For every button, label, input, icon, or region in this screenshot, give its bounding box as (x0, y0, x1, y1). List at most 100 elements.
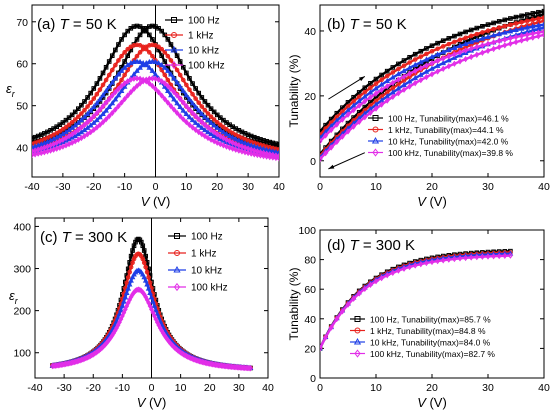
data-point (63, 124, 69, 130)
data-point (368, 81, 373, 86)
data-point (446, 53, 452, 60)
data-point (183, 103, 189, 110)
data-point (208, 136, 214, 143)
data-point (109, 79, 116, 85)
data-point (186, 96, 193, 102)
data-point (177, 59, 183, 64)
data-point (87, 122, 94, 128)
data-point (440, 55, 446, 62)
x-tick-label: 0 (317, 181, 323, 193)
data-point (193, 126, 199, 133)
data-point (220, 137, 227, 143)
data-point (440, 257, 446, 264)
data-point (131, 24, 137, 29)
data-point (141, 260, 147, 265)
data-point (95, 348, 101, 355)
data-point (122, 95, 128, 103)
data-point (149, 67, 156, 73)
data-point (140, 243, 146, 249)
data-point (119, 37, 124, 42)
data-point (168, 103, 174, 110)
x-tick-label: 10 (181, 181, 193, 193)
data-point (140, 46, 146, 52)
data-point (84, 110, 91, 117)
data-point (254, 151, 260, 159)
data-point (134, 75, 140, 82)
data-point (435, 57, 441, 64)
data-point (66, 115, 72, 120)
data-point (151, 302, 158, 308)
data-point (103, 64, 109, 70)
y-tick-label: 100 (13, 348, 31, 360)
y-axis-label: εr (9, 288, 19, 306)
data-point (88, 116, 94, 123)
data-point (491, 26, 496, 32)
data-point (261, 152, 266, 160)
data-point (457, 58, 463, 65)
data-point (87, 107, 94, 113)
data-point (118, 67, 125, 73)
legend-item: 100 Hz, Tunability(max)=85.7 % (350, 315, 491, 325)
data-point (468, 39, 475, 45)
data-point (199, 95, 205, 100)
series-4 (320, 252, 513, 352)
data-point (233, 146, 239, 153)
x-axis: 0 10 20 30 40 (317, 5, 550, 193)
legend-item: 10 kHz, Tunability(max)=84.0 % (350, 338, 491, 348)
data-point (60, 136, 66, 143)
data-point (202, 99, 208, 104)
data-point (177, 113, 183, 120)
x-tick-label: 10 (370, 382, 382, 394)
data-point (226, 363, 232, 370)
data-point (224, 136, 229, 143)
data-point (351, 94, 356, 100)
data-point (373, 90, 379, 97)
data-point (183, 118, 189, 126)
data-point (220, 129, 227, 135)
data-point (128, 253, 134, 259)
data-point (524, 35, 530, 43)
data-point (112, 321, 118, 327)
data-point (236, 364, 242, 371)
data-point (81, 114, 88, 120)
data-point (245, 132, 251, 138)
legend-marker (372, 115, 379, 121)
data-point (165, 99, 171, 106)
data-point (451, 54, 458, 60)
panel-b: 0 10 20 30 40 0 20 40 V (V) Tunability (%) (b) T =… (287, 4, 550, 209)
y-tick-label: 400 (13, 221, 31, 233)
legend-item: 100 Hz (165, 16, 220, 27)
data-point (131, 289, 137, 296)
data-point (66, 132, 72, 140)
legend-label: 1 kHz, Tunability(max)=44.1 % (388, 125, 504, 135)
legend-marker (174, 250, 180, 256)
legend-label: 10 kHz (188, 46, 219, 57)
data-point (100, 92, 106, 98)
data-point (217, 136, 224, 142)
data-point (140, 256, 146, 262)
legend-label: 10 kHz, Tunability(max)=42.0 % (388, 137, 509, 147)
data-point (396, 61, 401, 67)
data-point (92, 350, 98, 357)
data-point (224, 143, 229, 150)
data-point (248, 150, 254, 157)
data-point (221, 124, 226, 130)
legend-label: 1 kHz (188, 31, 214, 42)
data-point (79, 102, 84, 108)
data-point (485, 253, 491, 260)
data-point (190, 109, 195, 117)
data-point (102, 341, 108, 349)
data-point (412, 262, 418, 269)
data-point (211, 122, 217, 128)
legend-label: 100 Hz (191, 232, 223, 243)
y-tick-label: 40 (304, 314, 316, 326)
x-tick-label: 30 (233, 382, 245, 394)
data-point (513, 26, 519, 33)
data-point (323, 132, 329, 139)
data-point (97, 87, 103, 92)
data-point (76, 106, 81, 111)
data-point (367, 109, 373, 116)
legend-item: 100 kHz, Tunability(max)=82.7 % (350, 349, 495, 359)
data-point (150, 37, 155, 42)
